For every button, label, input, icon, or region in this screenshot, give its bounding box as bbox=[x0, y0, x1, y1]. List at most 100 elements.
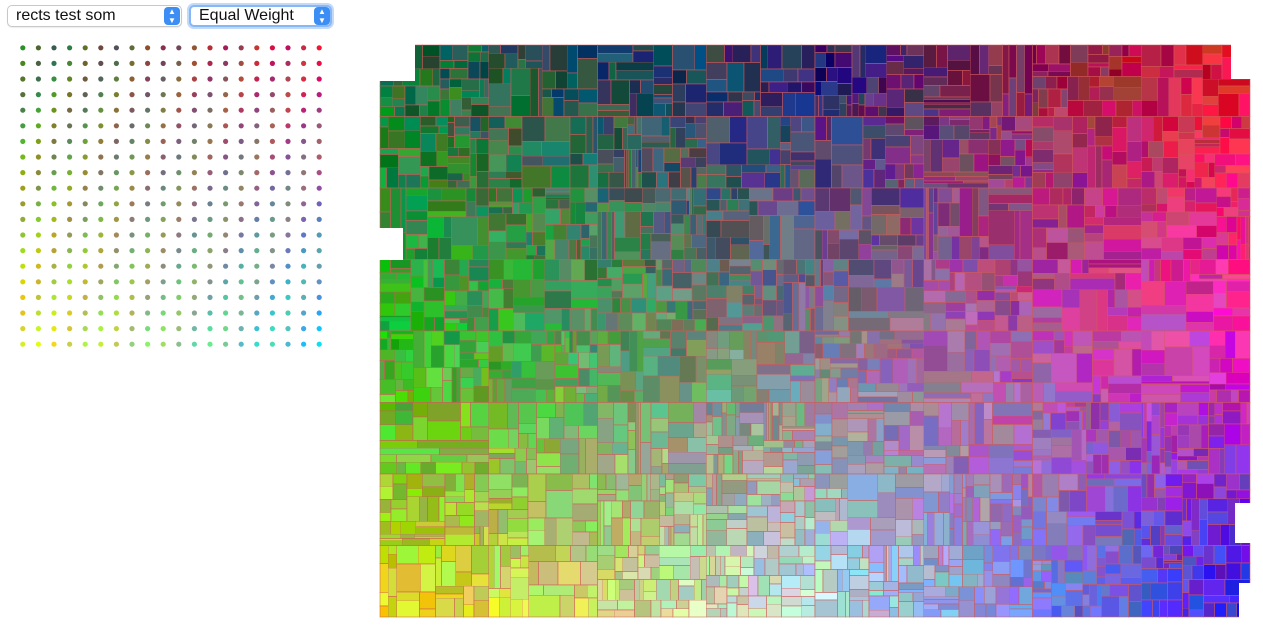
treemap-cell bbox=[563, 100, 580, 117]
treemap-cell bbox=[814, 560, 832, 570]
dataset-select[interactable]: rects test som ▲ ▼ bbox=[7, 5, 182, 27]
treemap-cell bbox=[1225, 216, 1238, 234]
treemap-cell bbox=[1020, 473, 1029, 490]
treemap-cell bbox=[977, 259, 996, 273]
color-dot bbox=[207, 248, 213, 254]
treemap-cell bbox=[668, 171, 681, 189]
treemap-cell bbox=[1182, 579, 1190, 593]
treemap-cell bbox=[1008, 44, 1017, 79]
treemap-cell bbox=[574, 597, 589, 618]
treemap-cell bbox=[736, 604, 749, 618]
treemap-cell bbox=[488, 447, 516, 454]
treemap-cell bbox=[637, 545, 646, 556]
treemap-cell bbox=[730, 374, 758, 387]
treemap-cell bbox=[962, 573, 978, 588]
treemap-cell bbox=[696, 247, 707, 260]
treemap-cell bbox=[858, 243, 872, 260]
treemap-cell bbox=[1151, 402, 1161, 416]
treemap-cell bbox=[697, 514, 704, 546]
color-dot bbox=[176, 170, 182, 176]
treemap-cell bbox=[1084, 187, 1103, 207]
treemap-cell bbox=[1130, 430, 1142, 448]
treemap-cell bbox=[923, 596, 960, 600]
treemap-cell bbox=[885, 213, 901, 236]
treemap-cell bbox=[847, 410, 885, 414]
treemap-cell bbox=[1195, 202, 1218, 213]
treemap-cell bbox=[868, 562, 885, 573]
treemap-cell bbox=[1164, 280, 1187, 306]
treemap-cell bbox=[488, 473, 513, 490]
color-dot bbox=[316, 279, 322, 285]
treemap-cell bbox=[705, 298, 728, 318]
treemap-cell bbox=[729, 330, 745, 350]
treemap-cell bbox=[798, 273, 806, 283]
treemap-cell bbox=[652, 147, 665, 173]
color-dot bbox=[176, 294, 182, 300]
treemap-cell bbox=[569, 308, 586, 332]
treemap-cell bbox=[1168, 77, 1182, 117]
color-dot bbox=[316, 232, 322, 238]
treemap-cell bbox=[1072, 172, 1088, 189]
treemap-cell bbox=[760, 92, 783, 107]
treemap-cell bbox=[397, 148, 421, 157]
treemap-cell bbox=[923, 381, 962, 394]
treemap-cell bbox=[608, 171, 625, 189]
treemap-cell bbox=[829, 473, 849, 490]
treemap-cell bbox=[1164, 412, 1178, 427]
treemap-cell bbox=[782, 452, 799, 461]
treemap-cell bbox=[439, 67, 451, 80]
treemap-cell bbox=[911, 245, 925, 260]
weight-select[interactable]: Equal Weight ▲ ▼ bbox=[189, 5, 332, 27]
treemap-cell bbox=[994, 285, 1017, 290]
treemap-cell bbox=[1163, 563, 1170, 569]
treemap-cell bbox=[895, 536, 913, 546]
treemap-cell bbox=[610, 79, 630, 105]
treemap-cell bbox=[883, 455, 912, 468]
treemap-cell bbox=[760, 44, 769, 70]
treemap-cell bbox=[1057, 402, 1067, 414]
treemap-cell bbox=[527, 501, 547, 519]
treemap-cell bbox=[441, 560, 457, 587]
treemap-cell bbox=[685, 187, 690, 202]
treemap-cell bbox=[907, 357, 918, 384]
treemap-cell bbox=[1100, 375, 1109, 390]
treemap-cell bbox=[1032, 459, 1043, 475]
treemap-cell bbox=[765, 164, 781, 174]
treemap-cell bbox=[868, 572, 885, 582]
treemap-cell bbox=[430, 345, 445, 368]
treemap-cell bbox=[525, 244, 537, 256]
treemap-cell bbox=[695, 355, 707, 383]
treemap-cell bbox=[883, 411, 911, 426]
treemap-cell bbox=[479, 51, 490, 63]
treemap-cell bbox=[439, 59, 455, 69]
treemap-cell bbox=[444, 515, 461, 528]
treemap-cell bbox=[584, 393, 598, 403]
treemap-cell bbox=[1182, 592, 1190, 609]
treemap-cell bbox=[614, 251, 642, 260]
treemap-cell bbox=[1167, 599, 1183, 618]
color-dot bbox=[98, 263, 104, 269]
color-dot bbox=[82, 201, 88, 207]
color-dot bbox=[301, 76, 307, 82]
treemap-cell bbox=[987, 179, 1006, 189]
treemap-cell bbox=[1032, 161, 1054, 170]
treemap-cell bbox=[803, 563, 816, 576]
treemap-cell bbox=[705, 358, 732, 370]
treemap-cell bbox=[884, 179, 899, 189]
treemap-cell bbox=[779, 481, 794, 493]
treemap-cell bbox=[467, 61, 481, 80]
treemap-cell bbox=[589, 473, 598, 490]
treemap-cell bbox=[726, 199, 739, 212]
treemap-cell bbox=[488, 428, 510, 449]
treemap-cell bbox=[879, 330, 896, 340]
color-dot bbox=[20, 185, 26, 191]
treemap-cell bbox=[903, 259, 913, 288]
color-dot bbox=[20, 248, 26, 254]
treemap-cell bbox=[470, 104, 490, 117]
treemap-cell bbox=[634, 579, 640, 601]
treemap-cell bbox=[554, 352, 569, 366]
treemap-cell bbox=[719, 607, 728, 618]
treemap-cell bbox=[819, 357, 831, 371]
treemap-cell bbox=[999, 156, 1016, 166]
treemap-cell bbox=[814, 67, 827, 82]
